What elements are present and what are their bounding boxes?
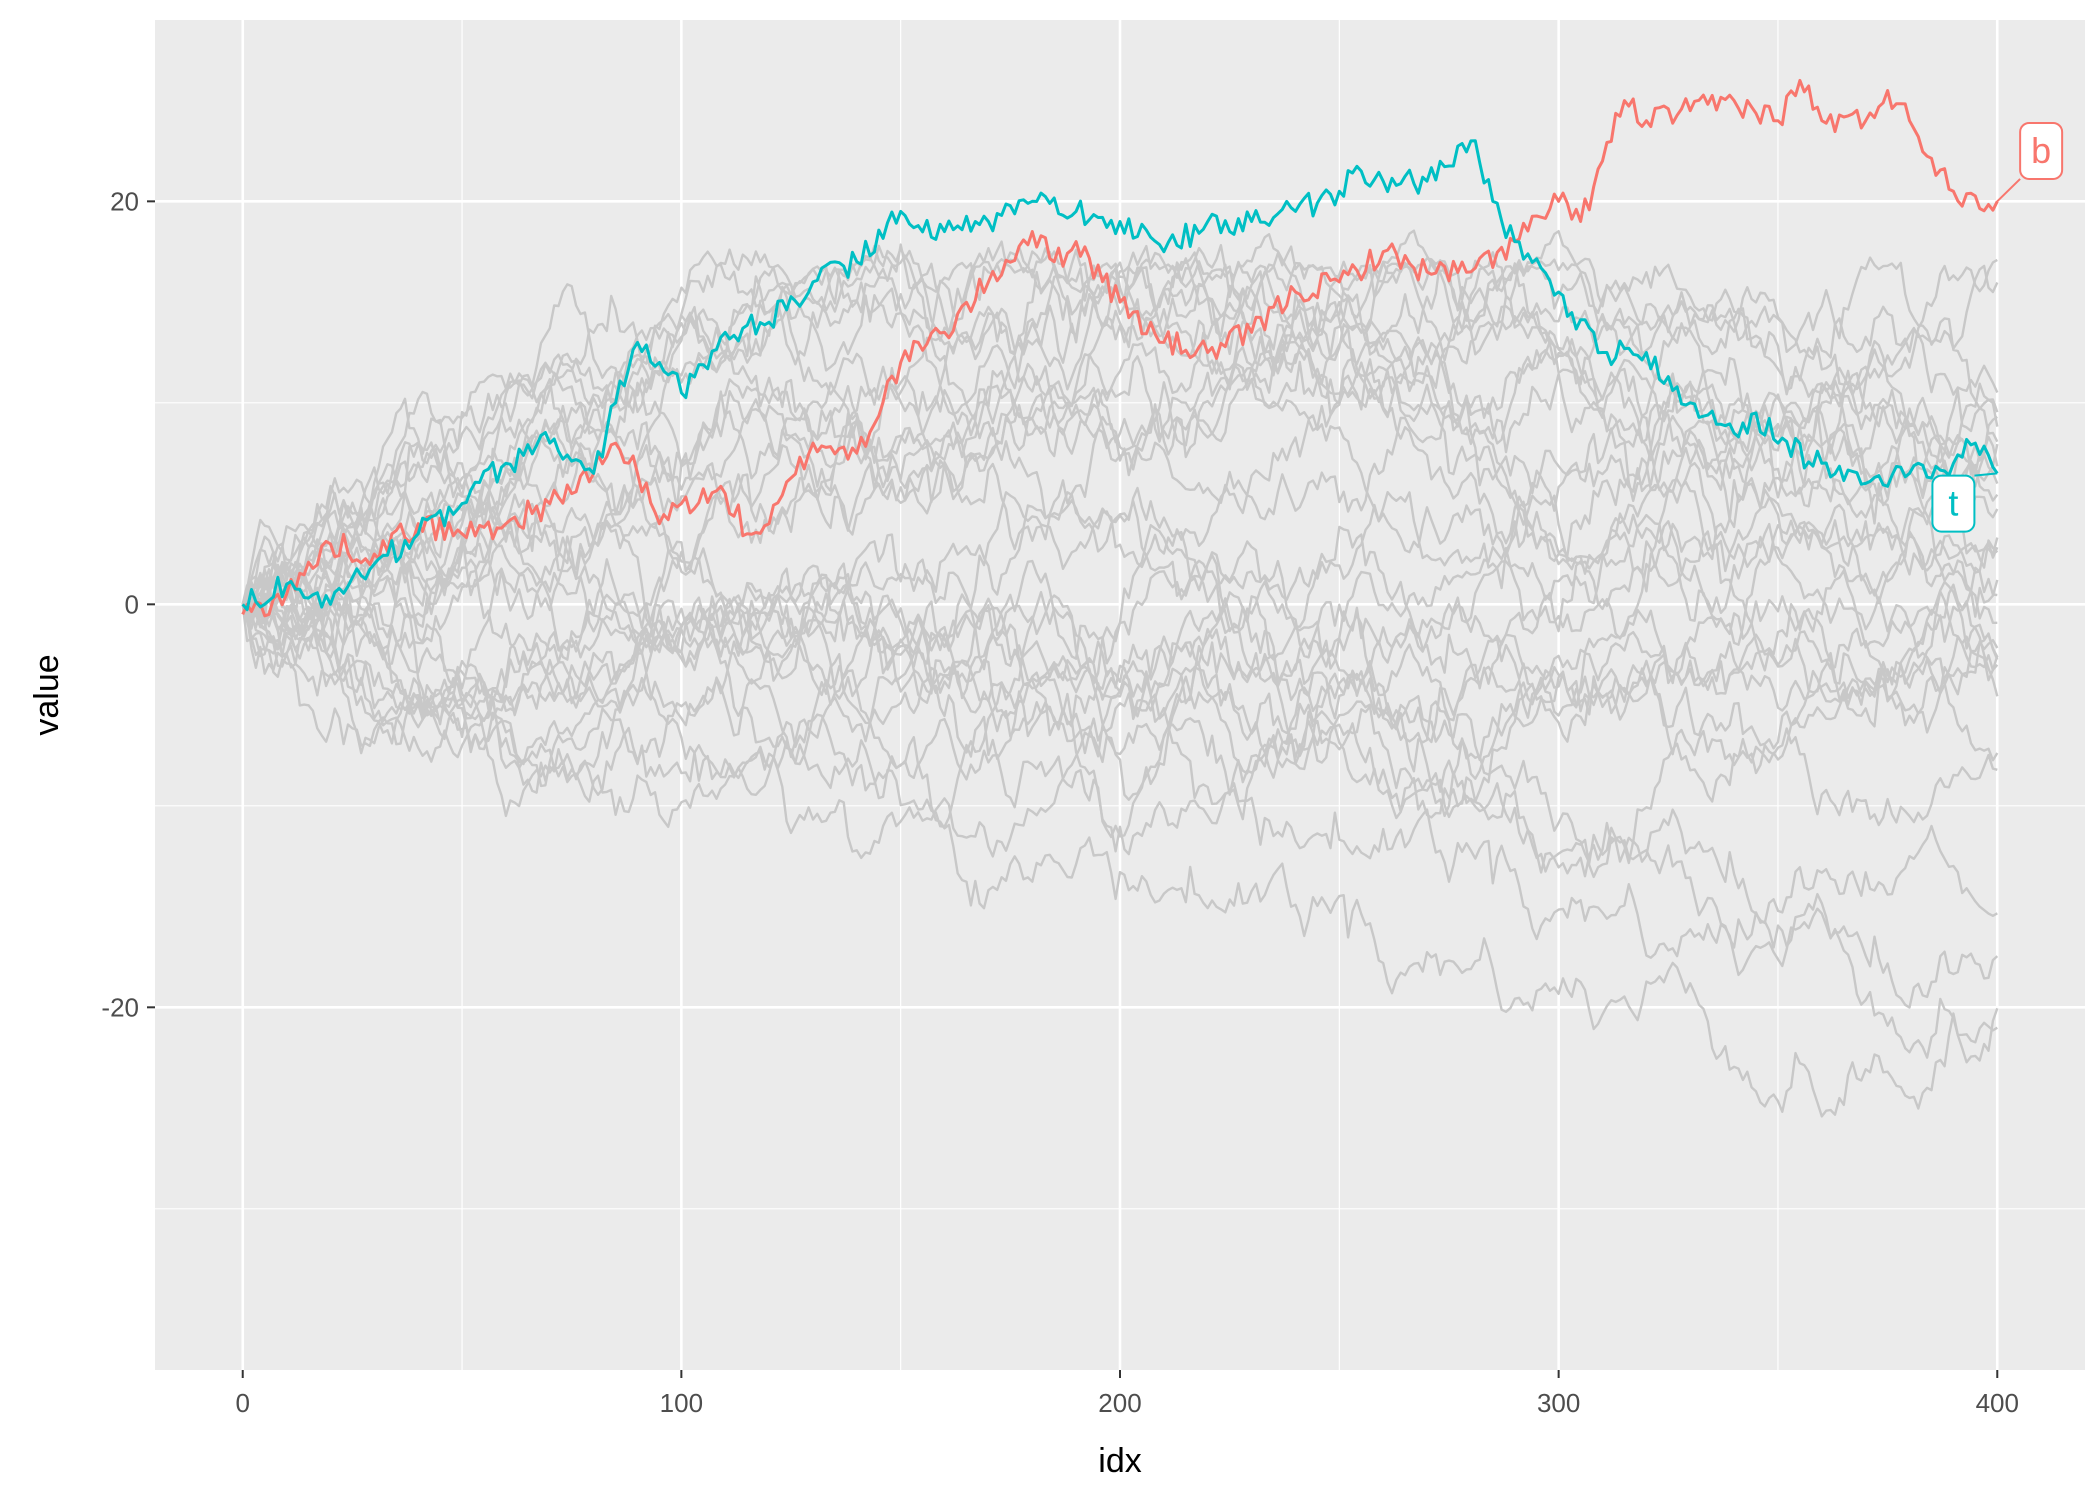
x-tick-label: 300 bbox=[1537, 1388, 1580, 1418]
background-series-line bbox=[241, 257, 1999, 611]
background-series-line bbox=[241, 258, 1998, 654]
end-label-text: t bbox=[1948, 483, 1958, 524]
background-series-line bbox=[241, 516, 1999, 1064]
background-series-line bbox=[241, 447, 1999, 719]
y-axis-title: value bbox=[28, 654, 66, 735]
highlight-series-group bbox=[241, 78, 1999, 618]
background-series-line bbox=[241, 593, 1999, 750]
y-tick-label: -20 bbox=[101, 992, 139, 1022]
background-series-line bbox=[241, 233, 1999, 675]
x-tick-label: 400 bbox=[1976, 1388, 2019, 1418]
end-label-text: b bbox=[2031, 130, 2051, 171]
end-label-connector bbox=[1974, 472, 1998, 477]
end-label-b: b bbox=[1996, 121, 2064, 203]
background-series-line bbox=[241, 462, 1999, 755]
background-series-line bbox=[241, 570, 1998, 1118]
background-series-line bbox=[241, 229, 1999, 645]
background-series-group bbox=[241, 229, 1999, 1118]
x-axis: 0 100 200 300 400 bbox=[235, 1370, 2019, 1418]
end-label-t: t bbox=[1931, 472, 1998, 533]
end-label-connector bbox=[1996, 178, 2021, 203]
background-series-line bbox=[241, 561, 1999, 1009]
x-tick-label: 0 bbox=[235, 1388, 249, 1418]
y-tick-label: 20 bbox=[110, 186, 139, 216]
y-axis: -20 0 20 bbox=[101, 186, 155, 1022]
background-series-line bbox=[241, 251, 1999, 614]
background-series-line bbox=[241, 486, 1998, 879]
background-series-line bbox=[242, 257, 1999, 648]
x-axis-title: idx bbox=[1098, 1442, 1141, 1480]
background-series-line bbox=[241, 250, 1999, 605]
background-series-line bbox=[241, 554, 1999, 828]
background-series-line bbox=[241, 229, 1999, 628]
y-tick-label: 0 bbox=[125, 589, 139, 619]
end-label-box bbox=[2019, 121, 2064, 180]
end-label-box bbox=[1931, 474, 1976, 533]
end-labels-group: bt bbox=[1931, 121, 2064, 533]
background-series-line bbox=[242, 519, 1998, 925]
background-series-line bbox=[241, 293, 1998, 606]
background-series-line bbox=[241, 381, 1998, 687]
series-line-b bbox=[241, 78, 1999, 618]
background-series-line bbox=[241, 257, 1999, 630]
series-line-t bbox=[241, 139, 1999, 612]
background-series-line bbox=[241, 503, 1998, 796]
x-tick-label: 100 bbox=[660, 1388, 703, 1418]
x-tick-label: 200 bbox=[1098, 1388, 1141, 1418]
background-series-line bbox=[241, 243, 1999, 622]
